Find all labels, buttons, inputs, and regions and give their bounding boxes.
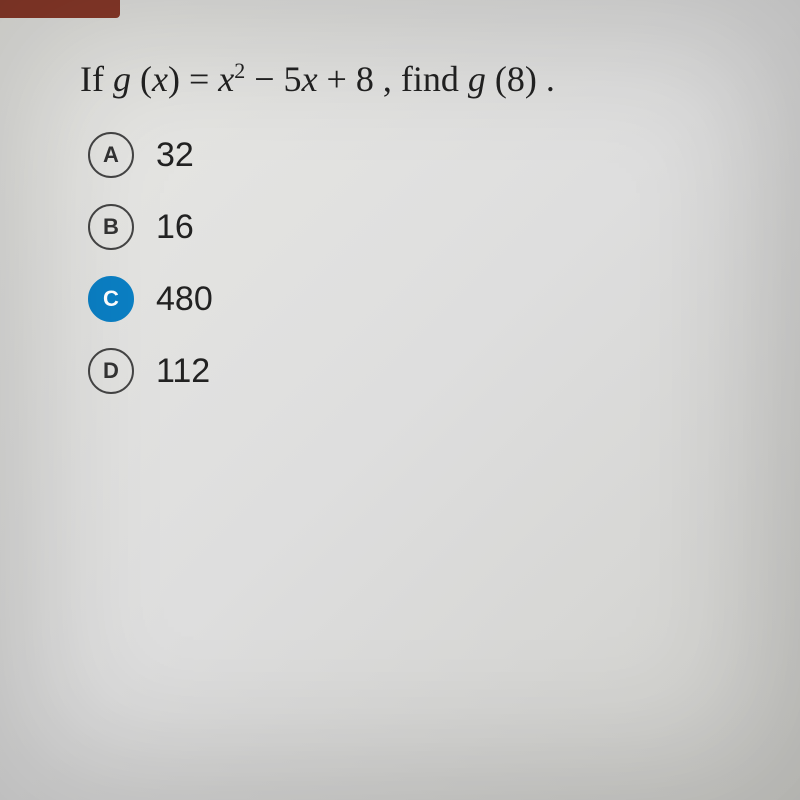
- option-b-value: 16: [156, 208, 194, 247]
- question-g: g: [113, 59, 131, 99]
- option-b[interactable]: B 16: [88, 204, 213, 250]
- option-b-circle[interactable]: B: [88, 204, 134, 250]
- question-g2: g: [468, 59, 486, 99]
- option-c-value: 480: [156, 280, 213, 319]
- option-d[interactable]: D 112: [88, 348, 213, 394]
- question-text: If g (x) = x2 − 5x + 8 , find g (8) .: [80, 58, 555, 100]
- question-exp: 2: [234, 58, 245, 83]
- question-x3: x: [302, 59, 318, 99]
- options-list: A 32 B 16 C 480 D 112: [88, 132, 213, 420]
- option-a-value: 32: [156, 136, 194, 175]
- question-open2: (: [486, 59, 507, 99]
- option-d-value: 112: [156, 352, 210, 391]
- top-red-bar: [0, 0, 120, 18]
- question-prefix: If: [80, 59, 113, 99]
- question-close2: ) .: [525, 59, 555, 99]
- question-close1: ) =: [168, 59, 218, 99]
- question-eval: 8: [507, 59, 525, 99]
- question-plus: + 8 , find: [318, 59, 468, 99]
- question-open1: (: [131, 59, 152, 99]
- question-minus: − 5: [245, 59, 301, 99]
- question-x1: x: [152, 59, 168, 99]
- option-c-circle[interactable]: C: [88, 276, 134, 322]
- question-x2: x: [218, 59, 234, 99]
- option-c[interactable]: C 480: [88, 276, 213, 322]
- option-a-circle[interactable]: A: [88, 132, 134, 178]
- option-a[interactable]: A 32: [88, 132, 213, 178]
- option-d-circle[interactable]: D: [88, 348, 134, 394]
